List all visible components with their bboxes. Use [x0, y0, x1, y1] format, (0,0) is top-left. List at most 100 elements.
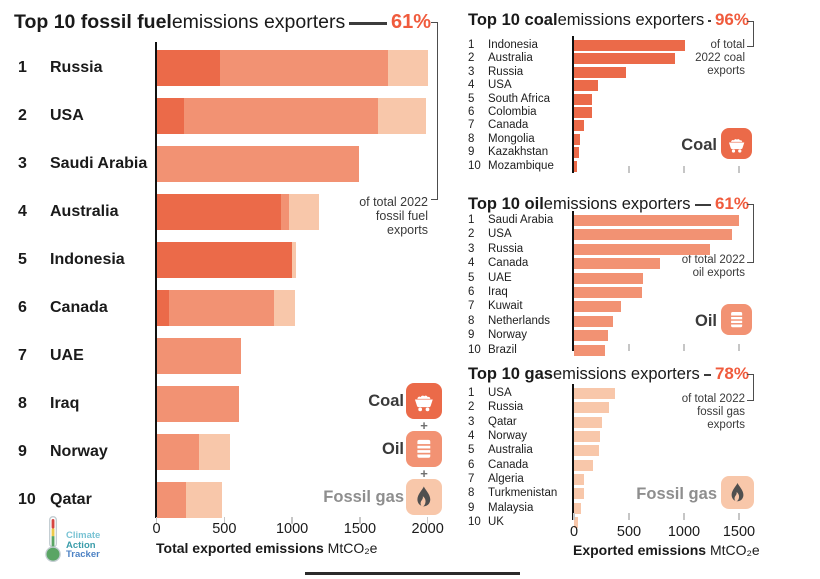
- bar-canada: [574, 459, 594, 471]
- row-label-australia: 2 Australia: [0, 52, 566, 65]
- row-label-norway: 9 Norway: [0, 434, 154, 470]
- row-label-saudi-arabia: 3 Saudi Arabia: [0, 146, 154, 182]
- row-label-brazil: 10 Brazil: [0, 344, 566, 357]
- x-axis-tick: [738, 166, 740, 173]
- country-label: USA: [488, 387, 512, 399]
- climate-action-tracker-logo: Climate Action Tracker: [44, 511, 154, 567]
- gas-legend-label: Fossil gas: [636, 485, 717, 503]
- bar-usa-fossil-gas: [377, 98, 426, 134]
- x-axis-tick-label: 500: [212, 521, 237, 537]
- row-label-mozambique: 10 Mozambique: [0, 160, 566, 173]
- rank-number: 1: [468, 214, 475, 226]
- coal-bracket: [747, 21, 754, 47]
- row-label-indonesia: 5 Indonesia: [0, 242, 154, 278]
- gas-title-bold: Top 10 gas: [468, 364, 553, 383]
- x-axis-tick-label: 500: [616, 524, 642, 540]
- x-axis-tick-label: 1500: [343, 521, 377, 537]
- gas-bracket: [747, 374, 754, 401]
- country-label: Australia: [50, 203, 119, 220]
- country-label: Netherlands: [488, 314, 551, 327]
- country-label: UK: [488, 516, 504, 529]
- row-label-kazakhstan: 9 Kazakhstan: [0, 146, 566, 159]
- row-label-russia: 3 Russia: [0, 243, 566, 256]
- row-label-qatar: 3 Qatar: [0, 416, 566, 429]
- row-label-indonesia: 1 Indonesia: [0, 39, 566, 52]
- bar-norway: [574, 431, 601, 443]
- bar-indonesia: [574, 40, 686, 51]
- country-label: Iraq: [488, 286, 508, 298]
- x-axis-title-bold: Total exported emissions: [156, 540, 324, 556]
- rank-number: 10: [468, 159, 481, 172]
- rank-number: 2: [468, 228, 475, 241]
- bar-norway-oil: [156, 434, 199, 470]
- country-label: Turkmenistan: [488, 487, 558, 500]
- fossil-fuel-title: Top 10 fossil fuel emissions exporters 6…: [14, 11, 431, 34]
- rank-number: 4: [468, 79, 475, 92]
- rank-number: 7: [468, 473, 475, 486]
- x-axis-tick: [628, 513, 630, 520]
- title-dash-line: [708, 19, 711, 23]
- oil-title: Top 10 oil emissions exporters 61%: [468, 194, 749, 214]
- country-label: Colombia: [488, 106, 537, 118]
- rank-number: 8: [18, 395, 27, 412]
- x-axis-tick: [223, 517, 226, 524]
- country-label: Norway: [488, 430, 527, 443]
- bar-south-africa: [574, 93, 593, 105]
- rank-number: 5: [468, 444, 475, 457]
- bar-usa: [574, 388, 616, 399]
- x-axis-tick-label: 2000: [411, 521, 444, 537]
- flame-icon: [406, 479, 442, 515]
- rank-number: 4: [468, 257, 475, 270]
- bar-iraq-oil: [156, 386, 239, 422]
- bar-norway: [574, 330, 609, 342]
- rank-number: 3: [18, 155, 27, 172]
- row-label-russia: 3 Russia: [0, 66, 566, 79]
- x-axis-tick: [683, 344, 685, 351]
- country-label: Norway: [488, 329, 527, 342]
- row-label-colombia: 6 Colombia: [0, 106, 566, 119]
- coal-title-bold: Top 10 coal: [468, 10, 558, 29]
- row-label-canada: 6 Canada: [0, 459, 566, 472]
- country-label: Russia: [488, 242, 524, 255]
- coal-share-pct: 96%: [714, 10, 749, 29]
- country-label: USA: [488, 79, 512, 92]
- gas-y-axis: [572, 384, 574, 520]
- bar-saudi-arabia: [574, 215, 739, 226]
- x-axis-tick-label: 1500: [722, 524, 756, 540]
- country-label: Kuwait: [488, 300, 523, 313]
- bar-malaysia: [574, 502, 582, 514]
- row-label-uae: 5 UAE: [0, 272, 566, 285]
- annotation-line: exports: [387, 223, 428, 237]
- bar-uae: [574, 272, 643, 284]
- x-axis-tick: [155, 517, 158, 524]
- bar-usa-coal: [156, 98, 184, 134]
- rank-number: 6: [18, 299, 27, 316]
- x-axis-tick: [573, 513, 575, 520]
- rank-number: 9: [18, 443, 27, 460]
- bar-kuwait: [574, 301, 622, 313]
- bar-qatar-fossil-gas: [185, 482, 223, 518]
- oil-barrel-icon: [406, 431, 442, 467]
- gas-annotation: of total 2022 fossil gas exports: [682, 393, 745, 432]
- fossil-fuel-title-rest: emissions exporters: [171, 11, 346, 33]
- fossil-fuel-x-axis-title: Total exported emissions MtCO₂e: [156, 540, 377, 556]
- rank-number: 7: [468, 300, 475, 313]
- oil-title-bold: Top 10 oil: [468, 194, 544, 213]
- bar-usa: [574, 80, 598, 92]
- annotation-line: 2022 coal: [695, 51, 745, 64]
- country-label: Kazakhstan: [488, 146, 549, 159]
- x-axis-tick-label: 1000: [275, 521, 309, 537]
- country-label: Saudi Arabia: [488, 214, 554, 226]
- bar-australia-oil: [280, 194, 289, 230]
- bar-russia: [574, 243, 710, 255]
- oil-title-rest: emissions exporters: [543, 194, 691, 213]
- row-label-iraq: 8 Iraq: [0, 386, 154, 422]
- country-label: Russia: [50, 59, 103, 76]
- row-label-algeria: 7 Algeria: [0, 473, 566, 486]
- country-label: Malaysia: [488, 501, 534, 514]
- row-label-norway: 9 Norway: [0, 329, 566, 342]
- fossil-fuel-annotation: of total 2022 fossil fuel exports: [359, 195, 428, 237]
- row-label-usa: 4 USA: [0, 79, 566, 92]
- coal-title: Top 10 coal emissions exporters 96%: [468, 10, 749, 30]
